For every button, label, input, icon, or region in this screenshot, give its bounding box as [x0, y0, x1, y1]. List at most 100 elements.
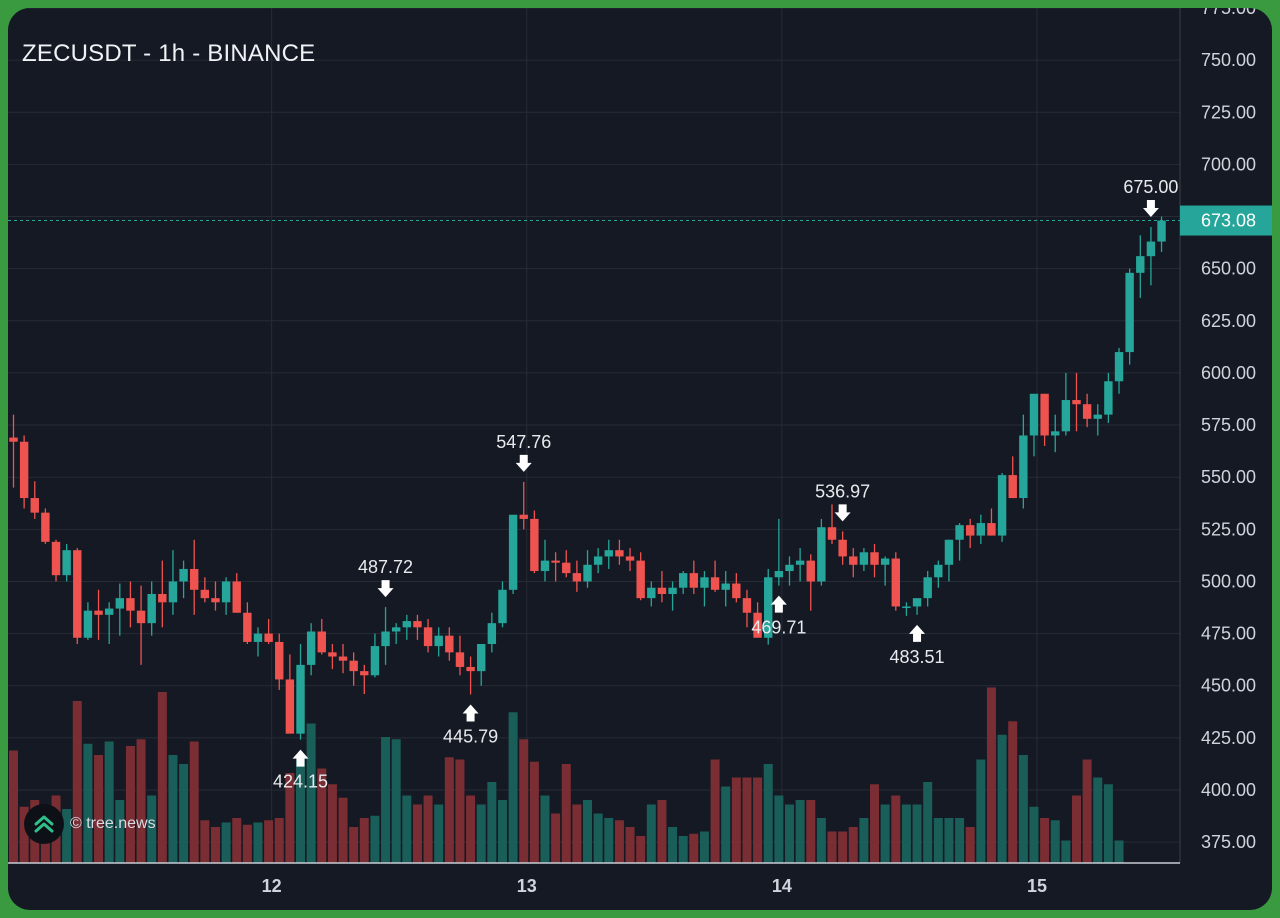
- candle: [1051, 414, 1060, 453]
- volume-bar: [668, 827, 678, 863]
- candle: [647, 581, 656, 607]
- candle: [1019, 414, 1028, 509]
- grid: [8, 8, 1180, 863]
- candle-body: [370, 646, 380, 676]
- volume-bar: [1114, 840, 1124, 863]
- candle-body: [955, 525, 964, 540]
- candle-body: [849, 556, 858, 565]
- candle: [1136, 235, 1145, 298]
- volume-bar: [816, 818, 826, 863]
- x-tick-label: 15: [1027, 876, 1047, 896]
- candle-body: [902, 606, 911, 608]
- candle: [73, 548, 82, 645]
- price-marker: 547.76: [496, 432, 551, 472]
- candle-body: [243, 612, 252, 642]
- candle: [370, 633, 380, 678]
- chart-frame: 424.15 487.72 445.79 547.76 469.71 536.97 483.…: [8, 8, 1272, 910]
- candle-body: [381, 631, 390, 647]
- price-marker: 445.79: [443, 704, 498, 747]
- price-marker: 675.00: [1123, 177, 1178, 217]
- up-arrow-icon: [770, 595, 787, 613]
- candle-body: [615, 550, 624, 557]
- candle: [179, 560, 188, 599]
- candle-body: [285, 679, 295, 734]
- volume-bar: [402, 795, 412, 863]
- volume-bar: [274, 818, 284, 863]
- candle-body: [1136, 256, 1145, 273]
- candle: [168, 550, 178, 615]
- marker-label: 483.51: [890, 647, 945, 667]
- volume-bar: [955, 818, 965, 863]
- y-tick-label: 450.00: [1201, 676, 1256, 696]
- candle-body: [1082, 404, 1092, 419]
- volume-bar: [540, 795, 550, 863]
- candle-body: [221, 581, 231, 603]
- volume-bar: [306, 723, 316, 863]
- volume-bar: [104, 741, 114, 863]
- volume-bar: [933, 818, 943, 863]
- candle-body: [41, 512, 50, 542]
- candle-body: [83, 610, 93, 638]
- candle: [51, 539, 61, 582]
- volume-bar: [19, 806, 29, 863]
- candle: [700, 571, 709, 607]
- candle: [572, 560, 582, 592]
- candle: [9, 414, 18, 488]
- candle-body: [944, 539, 954, 565]
- volume-bar: [423, 795, 433, 863]
- candle: [285, 654, 295, 734]
- candle-body: [966, 525, 975, 536]
- volume-bar: [253, 822, 263, 863]
- candle: [870, 543, 879, 578]
- marker-label: 536.97: [815, 481, 870, 501]
- candle-body: [647, 587, 656, 599]
- candle: [306, 623, 316, 676]
- candle-body: [136, 610, 146, 624]
- candle: [147, 581, 156, 636]
- candle: [466, 656, 475, 695]
- volume-bar: [604, 818, 614, 863]
- volume-bar: [838, 831, 848, 863]
- volume-bar: [94, 755, 104, 863]
- candle-body: [774, 571, 784, 578]
- candle-body: [190, 568, 199, 590]
- candle: [498, 581, 507, 628]
- candle: [317, 618, 326, 655]
- y-tick-label: 775.00: [1201, 8, 1256, 18]
- watermark-text: © tree.news: [70, 815, 156, 832]
- volume-bar: [412, 804, 422, 863]
- candle: [104, 602, 114, 645]
- candle: [264, 618, 273, 645]
- price-markers: 424.15 487.72 445.79 547.76 469.71 536.97 483.…: [273, 177, 1178, 792]
- candle-body: [477, 644, 486, 672]
- candle-body: [551, 560, 560, 563]
- candle: [477, 644, 486, 686]
- candle-body: [1104, 381, 1113, 415]
- candle-body: [572, 573, 582, 582]
- volume-bar: [434, 804, 444, 863]
- candle: [200, 577, 210, 603]
- volume-bar: [147, 795, 157, 863]
- up-arrow-icon: [462, 704, 479, 722]
- candle: [625, 548, 635, 572]
- candle-body: [317, 631, 326, 653]
- volume-bar: [391, 739, 401, 863]
- candle-body: [721, 583, 730, 590]
- volume-bar: [359, 818, 369, 863]
- marker-label: 445.79: [443, 727, 498, 747]
- candle-body: [1146, 241, 1156, 257]
- candle-body: [604, 550, 613, 557]
- y-tick-label: 625.00: [1201, 311, 1256, 331]
- volume-bar: [519, 739, 529, 863]
- candle-body: [147, 593, 156, 624]
- volume-bar: [1072, 795, 1081, 863]
- candle: [296, 644, 305, 740]
- volume-bar: [115, 800, 125, 863]
- candle: [190, 539, 199, 615]
- candle: [668, 581, 677, 611]
- volume-bar: [986, 687, 996, 863]
- marker-label: 547.76: [496, 432, 551, 452]
- candlestick-chart[interactable]: 424.15 487.72 445.79 547.76 469.71 536.97 483.…: [8, 8, 1272, 910]
- volume-bar: [242, 824, 252, 863]
- volume-bar: [221, 822, 231, 863]
